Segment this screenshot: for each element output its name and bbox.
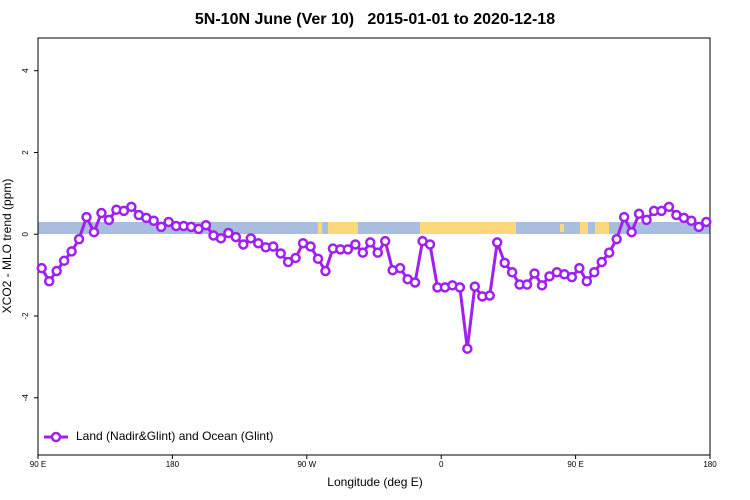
x-tick-label: 0	[439, 460, 444, 469]
data-point	[529, 268, 540, 279]
data-point	[491, 237, 503, 248]
data-point	[611, 233, 622, 245]
data-point	[454, 282, 466, 293]
data-point	[589, 267, 600, 278]
data-point	[200, 219, 212, 231]
data-point	[641, 214, 652, 226]
data-point	[267, 241, 279, 252]
legend-marker	[50, 431, 62, 443]
data-point	[506, 267, 518, 278]
data-point	[155, 221, 167, 233]
y-tick-label: -2	[21, 312, 30, 320]
data-point	[409, 277, 421, 288]
land-band	[580, 222, 588, 234]
chart-title: 5N-10N June (Ver 10) 2015-01-01 to 2020-…	[195, 11, 555, 28]
data-point	[462, 343, 473, 354]
land-band	[595, 222, 609, 234]
data-point	[43, 276, 55, 287]
data-point	[693, 221, 705, 233]
x-tick-label: 90 E	[567, 460, 583, 469]
data-point	[365, 237, 376, 248]
x-tick-label: 90 E	[30, 460, 46, 469]
data-point	[350, 239, 361, 250]
data-point	[305, 241, 316, 252]
data-point	[574, 262, 585, 274]
y-tick-label: 4	[21, 68, 30, 73]
data-point	[118, 205, 130, 217]
data-point	[238, 239, 249, 250]
data-point	[148, 215, 159, 226]
y-axis-label: XCO2 - MLO trend (ppm)	[0, 179, 14, 314]
data-point	[342, 244, 354, 255]
ocean-band	[38, 222, 710, 234]
data-point	[663, 201, 675, 213]
data-point	[312, 253, 324, 265]
data-point	[701, 216, 712, 228]
data-point	[626, 226, 637, 238]
data-point	[103, 214, 115, 226]
land-band	[318, 222, 322, 234]
data-point	[66, 246, 77, 257]
land-band	[328, 222, 358, 234]
data-point	[290, 252, 301, 264]
data-point	[686, 215, 697, 226]
data-point	[499, 257, 510, 269]
data-point	[96, 207, 107, 219]
x-tick-label: 180	[703, 460, 717, 469]
y-tick-label: 2	[21, 150, 30, 155]
data-point	[633, 208, 645, 220]
data-point	[596, 256, 607, 268]
land-band	[560, 224, 564, 232]
data-point	[379, 235, 391, 247]
data-point	[81, 211, 92, 223]
data-point	[245, 233, 257, 244]
data-point	[88, 226, 100, 238]
x-axis-label: Longitude (deg E)	[327, 475, 422, 489]
data-point	[51, 265, 62, 277]
data-point	[253, 237, 264, 249]
x-tick-label: 90 W	[297, 460, 316, 469]
data-point	[469, 281, 481, 292]
data-point	[275, 248, 286, 259]
data-point	[484, 290, 495, 301]
y-tick-label: -4	[21, 394, 30, 402]
data-point	[223, 227, 234, 239]
data-point	[394, 262, 406, 274]
x-tick-label: 180	[166, 460, 180, 469]
data-point	[230, 231, 242, 243]
data-point	[215, 233, 227, 244]
y-tick-label: 0	[21, 231, 30, 236]
data-point	[603, 247, 615, 258]
data-point	[581, 276, 593, 287]
data-point	[58, 255, 70, 267]
data-point	[424, 239, 436, 250]
land-ocean-strip	[38, 222, 710, 234]
data-point	[544, 271, 555, 282]
legend-label: Land (Nadir&Glint) and Ocean (Glint)	[76, 429, 273, 443]
data-point	[73, 233, 85, 245]
data-point	[163, 216, 174, 228]
data-point	[521, 279, 533, 290]
plot-frame	[37, 37, 711, 456]
data-point	[536, 280, 548, 291]
data-point	[618, 211, 630, 223]
data-point	[282, 256, 294, 268]
data-point	[320, 265, 331, 277]
data-point	[126, 201, 137, 213]
data-point	[372, 247, 383, 258]
data-point	[357, 247, 369, 258]
data-point	[36, 262, 47, 274]
data-point	[566, 271, 578, 283]
data-point	[656, 205, 667, 217]
land-band	[420, 222, 516, 234]
